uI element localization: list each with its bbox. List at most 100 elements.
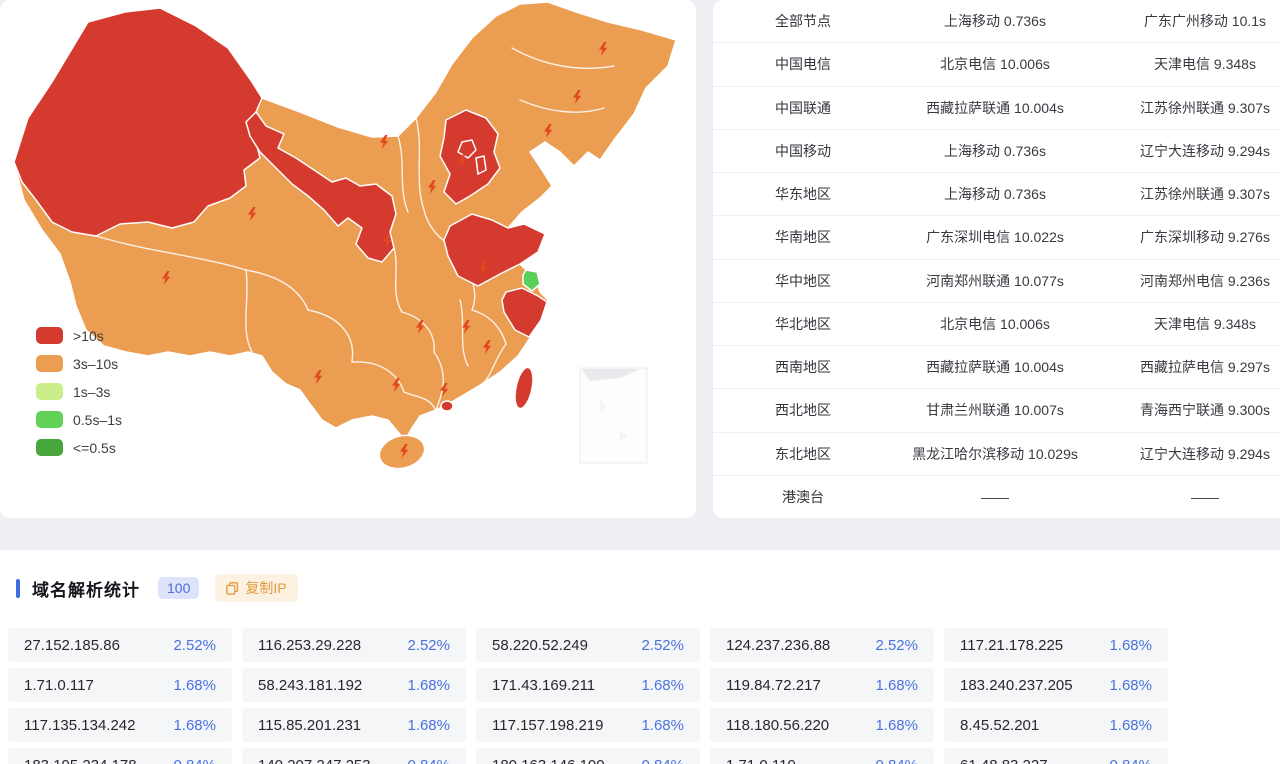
legend-item: >10s [36,327,122,344]
ip-stat-cell: 183.195.234.178 0.84% [8,748,232,764]
ip-address: 183.195.234.178 [24,757,137,764]
table-row: 西南地区 西藏拉萨联通 10.004s 西藏拉萨电信 9.297s [713,346,1280,390]
ip-address: 117.21.178.225 [960,636,1064,654]
ip-percentage: 1.68% [1109,716,1152,734]
ip-address: 8.45.52.201 [960,716,1040,734]
ip-percentage: 1.68% [875,676,918,694]
sea-inset [579,367,648,464]
province-gansu-shaanxi [245,111,397,263]
legend-item: 1s–3s [36,383,122,400]
node1-cell: —— [981,488,1009,505]
ip-address: 1.71.0.119 [726,757,796,764]
node1-cell: 甘肃兰州联通 10.007s [926,402,1064,419]
node1-cell: 西藏拉萨联通 10.004s [926,359,1064,376]
red-provinces [13,7,548,412]
node2-cell: 辽宁大连移动 9.294s [1140,142,1270,159]
table-row: 港澳台 —— —— [713,476,1280,518]
ip-stat-cell: 118.180.56.220 1.68% [710,708,934,742]
node1-cell: 北京电信 10.006s [940,315,1050,332]
region-cell: 全部节点 [775,13,831,30]
ip-address: 180.163.146.100 [492,757,605,764]
legend-swatch-0p5to1s [36,411,63,428]
ip-stat-cell: 116.253.29.228 2.52% [242,628,466,662]
region-cell: 华东地区 [775,186,831,203]
ip-address: 124.237.236.88 [726,636,831,654]
ip-address: 61.48.83.227 [960,757,1048,764]
node2-cell: 广东深圳移动 9.276s [1140,229,1270,246]
region-cell: 华中地区 [775,272,831,289]
ip-percentage: 0.84% [173,757,216,764]
legend-label: 3s–10s [73,355,119,372]
ip-percentage: 1.68% [1109,636,1152,654]
table-row: 中国联通 西藏拉萨联通 10.004s 江苏徐州联通 9.307s [713,87,1280,130]
ip-percentage: 1.68% [407,676,450,694]
ip-percentage: 0.84% [641,757,684,764]
ip-stat-cell: 171.43.169.211 1.68% [476,668,700,702]
table-row: 华中地区 河南郑州联通 10.077s 河南郑州电信 9.236s [713,260,1280,303]
province-hainan [378,434,426,470]
region-cell: 西北地区 [775,402,831,419]
ip-stat-cell: 117.157.198.219 1.68% [476,708,700,742]
region-cell: 中国电信 [775,56,831,73]
node1-cell: 上海移动 0.736s [944,186,1046,203]
ip-address: 27.152.185.86 [24,636,120,654]
ip-stat-cell: 183.240.237.205 1.68% [944,668,1168,702]
node-latency-table-card: 全部节点 上海移动 0.736s 广东广州移动 10.1s 中国电信 北京电信 … [713,0,1280,518]
dns-section-header: 域名解析统计 100 复制IP [0,550,1280,602]
legend-label: >10s [73,327,104,344]
ip-stat-cell: 58.220.52.249 2.52% [476,628,700,662]
ip-stat-cell: 27.152.185.86 2.52% [8,628,232,662]
region-cell: 中国联通 [775,99,831,116]
node2-cell: 天津电信 9.348s [1154,56,1256,73]
ip-stat-cell: 124.237.236.88 2.52% [710,628,934,662]
province-shanghai [522,269,541,292]
legend-item: 3s–10s [36,355,122,372]
table-row: 华东地区 上海移动 0.736s 江苏徐州联通 9.307s [713,173,1280,217]
region-cell: 中国移动 [775,142,831,159]
ip-percentage: 1.68% [875,716,918,734]
region-cell: 东北地区 [775,445,831,462]
ip-stat-cell: 8.45.52.201 1.68% [944,708,1168,742]
china-latency-map[interactable] [0,0,696,518]
legend-swatch-gt10s [36,327,63,344]
region-cell: 华南地区 [775,229,831,246]
copy-ip-button[interactable]: 复制IP [215,574,298,602]
node2-cell: 辽宁大连移动 9.294s [1140,445,1270,462]
ip-address: 1.71.0.117 [24,676,94,694]
node1-cell: 河南郑州联通 10.077s [926,272,1064,289]
table-row: 西北地区 甘肃兰州联通 10.007s 青海西宁联通 9.300s [713,389,1280,433]
ip-stat-cell: 61.48.83.227 0.84% [944,748,1168,764]
node1-cell: 上海移动 0.736s [944,142,1046,159]
legend-swatch-le0p5s [36,439,63,456]
ip-percentage: 2.52% [875,636,918,654]
copy-icon [226,581,239,595]
ip-stat-cell: 117.135.134.242 1.68% [8,708,232,742]
node2-cell: 江苏徐州联通 9.307s [1140,99,1270,116]
ip-percentage: 1.68% [173,676,216,694]
node2-cell: 河南郑州电信 9.236s [1140,272,1270,289]
province-zhejiang [501,287,548,338]
legend-item: <=0.5s [36,439,122,456]
ip-address: 116.253.29.228 [258,636,362,654]
ip-stat-cell: 1.71.0.119 0.84% [710,748,934,764]
legend-label: <=0.5s [73,439,116,456]
node2-cell: 青海西宁联通 9.300s [1140,402,1270,419]
ip-percentage: 0.84% [875,757,918,764]
node1-cell: 西藏拉萨联通 10.004s [926,99,1064,116]
ip-address: 183.240.237.205 [960,676,1073,694]
ip-address: 118.180.56.220 [726,716,830,734]
ip-stat-cell: 119.84.72.217 1.68% [710,668,934,702]
table-row: 华北地区 北京电信 10.006s 天津电信 9.348s [713,303,1280,346]
table-row: 华南地区 广东深圳电信 10.022s 广东深圳移动 9.276s [713,216,1280,260]
province-xinjiang [13,7,267,237]
region-cell: 华北地区 [775,315,831,332]
node1-cell: 广东深圳电信 10.022s [926,229,1064,246]
ip-percentage: 1.68% [407,716,450,734]
ip-address: 117.157.198.219 [492,716,604,734]
ip-grid: 27.152.185.86 2.52% 116.253.29.228 2.52%… [8,628,1272,764]
ip-address: 140.207.247.253 [258,757,371,764]
legend-item: 0.5s–1s [36,411,122,428]
node1-cell: 黑龙江哈尔滨移动 10.029s [912,445,1078,462]
table-row: 全部节点 上海移动 0.736s 广东广州移动 10.1s [713,0,1280,44]
section-title: 域名解析统计 [32,580,140,600]
